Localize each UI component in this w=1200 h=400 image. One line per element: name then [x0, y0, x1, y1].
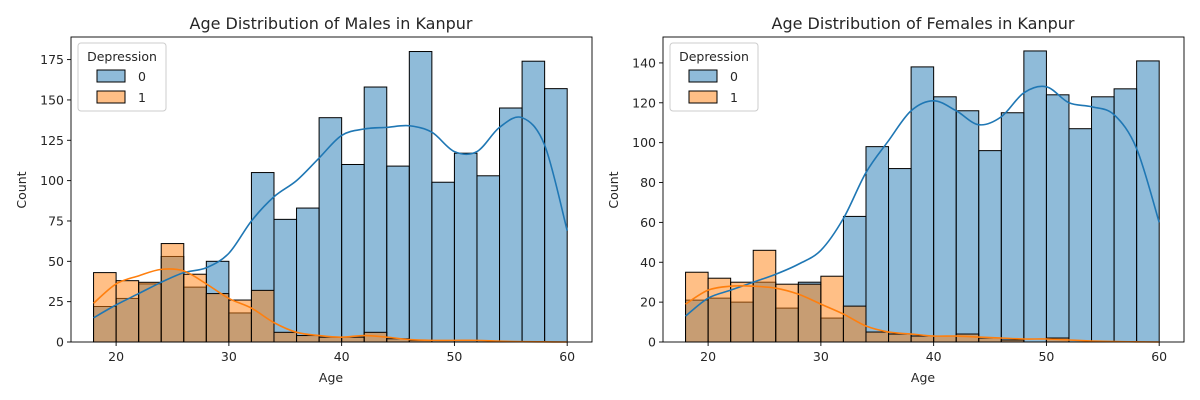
histogram-bar-series-0: [1136, 60, 1160, 343]
y-tick-label: 20: [640, 295, 656, 310]
x-tick-label: 60: [1151, 349, 1167, 364]
legend-title: Depression: [87, 49, 157, 64]
histogram-bar-series-1: [273, 331, 298, 343]
histogram-bar-series-0: [1045, 94, 1070, 343]
histogram-bar-series-0: [1023, 50, 1047, 343]
histogram-bar-series-0: [865, 146, 890, 343]
y-tick-label: 40: [640, 255, 656, 270]
x-tick-label: 50: [446, 349, 462, 364]
x-tick-label: 40: [926, 349, 942, 364]
histogram-bar-series-1: [910, 335, 935, 343]
legend-label-1: 1: [730, 90, 738, 105]
histogram-bar-series-0: [296, 207, 320, 343]
histogram-bar-series-0: [476, 175, 501, 343]
y-tick-label: 0: [648, 335, 656, 350]
histogram-bar-series-1: [865, 331, 890, 343]
y-tick-label: 25: [48, 294, 64, 309]
x-tick-label: 20: [700, 349, 716, 364]
histogram-bar-series-0: [933, 96, 957, 343]
y-tick-label: 175: [40, 52, 64, 67]
legend-swatch-1: [688, 90, 718, 104]
histogram-bar-series-0: [386, 165, 410, 343]
histogram-bar-series-0: [888, 168, 912, 343]
histogram-bar-series-1: [341, 336, 365, 343]
y-tick-label: 75: [48, 213, 64, 228]
chart-title: Age Distribution of Males in Kanpur: [190, 14, 473, 33]
legend: Depression 0 1: [77, 42, 167, 112]
axes-frame: [662, 36, 1185, 343]
chart-title: Age Distribution of Females in Kanpur: [772, 14, 1075, 33]
x-tick-label: 50: [1038, 349, 1054, 364]
histogram-bar-series-1: [752, 249, 777, 343]
axes-frame: [70, 36, 593, 343]
kde-line-series-1: [685, 285, 1160, 343]
histogram-bar-series-1: [955, 333, 980, 343]
females-chart-panel: Age Distribution of Females in Kanpur Ag…: [606, 14, 1185, 385]
legend-swatch-1: [96, 90, 126, 104]
y-tick-label: 50: [48, 254, 64, 269]
kde-line-series-1: [93, 268, 568, 343]
histogram-bar-series-0: [1068, 128, 1093, 343]
x-tick-label: 30: [813, 349, 829, 364]
y-tick-label: 100: [40, 173, 64, 188]
histogram-bar-series-0: [341, 163, 365, 343]
y-axis-label: Count: [14, 171, 29, 208]
x-tick-label: 60: [559, 349, 575, 364]
y-tick-label: 120: [632, 95, 656, 110]
y-tick-label: 0: [56, 335, 64, 350]
x-tick-label: 20: [108, 349, 124, 364]
legend: Depression 0 1: [669, 42, 759, 112]
legend-label-0: 0: [138, 69, 146, 84]
histogram-bar-series-1: [115, 280, 140, 343]
histogram-bar-series-1: [205, 293, 230, 343]
y-tick-label: 100: [632, 135, 656, 150]
histogram-bar-series-0: [521, 60, 546, 343]
histogram-bar-series-0: [431, 181, 455, 343]
legend-label-0: 0: [730, 69, 738, 84]
legend-title: Depression: [679, 49, 749, 64]
histogram-bar-series-0: [318, 117, 343, 343]
plot-area: 20 30 40 50 60 0 20 40 60 80 100 120 140: [632, 36, 1185, 364]
kde-line-series-0: [685, 85, 1160, 317]
histogram-bar-series-0: [1091, 96, 1115, 343]
x-tick-label: 40: [334, 349, 350, 364]
histogram-bar-series-0: [408, 51, 433, 343]
histogram-bar-series-1: [797, 283, 822, 343]
histogram-bar-series-0: [978, 150, 1002, 343]
histogram-bar-series-1: [933, 335, 957, 343]
histogram-bar-series-0: [955, 110, 980, 343]
y-tick-label: 80: [640, 175, 656, 190]
y-tick-label: 125: [40, 133, 64, 148]
legend-swatch-0: [96, 69, 126, 83]
y-axis-label: Count: [606, 171, 621, 208]
y-tick-label: 150: [40, 92, 64, 107]
histogram-bar-series-1: [888, 333, 912, 343]
x-axis-label: Age: [911, 370, 935, 385]
histogram-bar-series-0: [363, 86, 388, 343]
legend-swatch-0: [688, 69, 718, 83]
histogram-bar-series-0: [1000, 112, 1025, 343]
histogram-bar-series-0: [499, 107, 523, 343]
histogram-bar-series-1: [296, 335, 320, 343]
x-axis-label: Age: [319, 370, 343, 385]
histogram-bar-series-1: [160, 243, 185, 343]
plot-area: 20 30 40 50 60 0 25 50 75 100 125 150 175: [40, 36, 593, 364]
x-tick-label: 30: [221, 349, 237, 364]
histogram-bar-series-0: [453, 152, 478, 343]
histogram-bar-series-1: [183, 273, 207, 343]
legend-label-1: 1: [138, 90, 146, 105]
histogram-bar-series-1: [730, 281, 754, 343]
males-chart-panel: Age Distribution of Males in Kanpur Age …: [14, 14, 593, 385]
y-tick-label: 140: [632, 55, 656, 70]
y-tick-label: 60: [640, 215, 656, 230]
kde-line-series-0: [93, 116, 568, 319]
